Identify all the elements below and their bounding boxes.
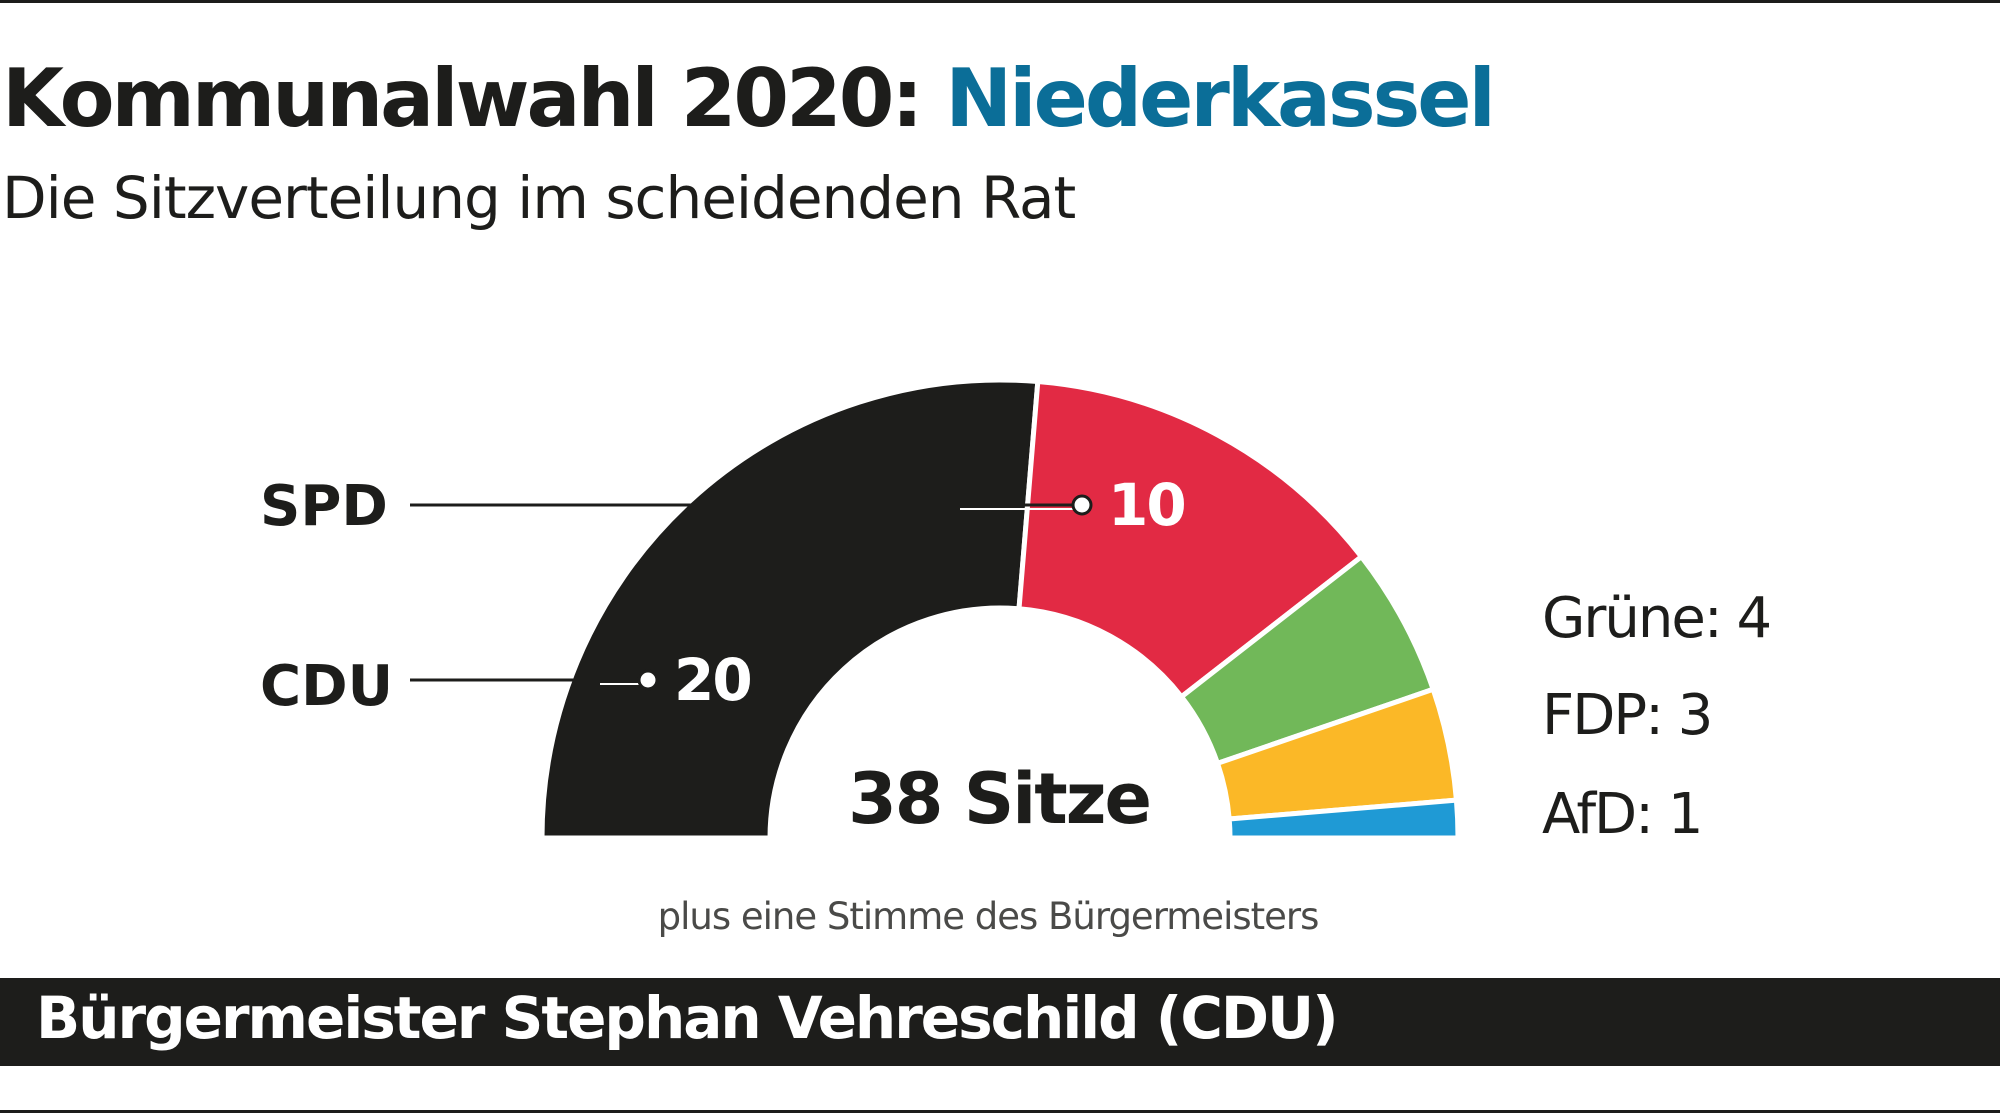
mayor-banner-text: Bürgermeister Stephan Vehreschild (CDU) (36, 984, 1339, 1052)
leader-lines (410, 494, 1093, 691)
mayor-vote-note: plus eine Stimme des Bürgermeisters (658, 895, 1319, 938)
bottom-border (0, 1110, 2000, 1113)
afd-label: AfD: 1 (1542, 782, 1701, 847)
cdu-leader-dot (637, 669, 659, 691)
total-seats-label: 38 Sitze (848, 758, 1150, 840)
seat-segment-spd (1016, 379, 1364, 700)
spd-leader-dot (1071, 494, 1093, 516)
spd-party-label: SPD (260, 474, 388, 539)
party-labels: SPD 10 CDU 20 Grüne: 4 FDP: 3 AfD: 1 (260, 471, 1772, 847)
gruene-label: Grüne: 4 (1542, 586, 1770, 651)
mayor-banner (0, 978, 2000, 1066)
seat-segment-afd (1226, 797, 1461, 841)
chart-subtitle: Die Sitzverteilung im scheidenden Rat (2, 164, 1076, 232)
top-border (0, 0, 2000, 3)
fdp-label: FDP: 3 (1542, 683, 1711, 748)
seat-segment-cdu (539, 377, 1041, 841)
title-prefix: Kommunalwahl 2020: (2, 52, 923, 145)
seat-arcs (539, 377, 1461, 841)
cdu-party-label: CDU (260, 654, 393, 719)
spd-seat-value: 10 (1108, 471, 1185, 539)
chart-title: Kommunalwahl 2020: Niederkassel (2, 52, 1496, 145)
title-highlight: Niederkassel (945, 52, 1496, 145)
cdu-seat-value: 20 (674, 646, 751, 714)
